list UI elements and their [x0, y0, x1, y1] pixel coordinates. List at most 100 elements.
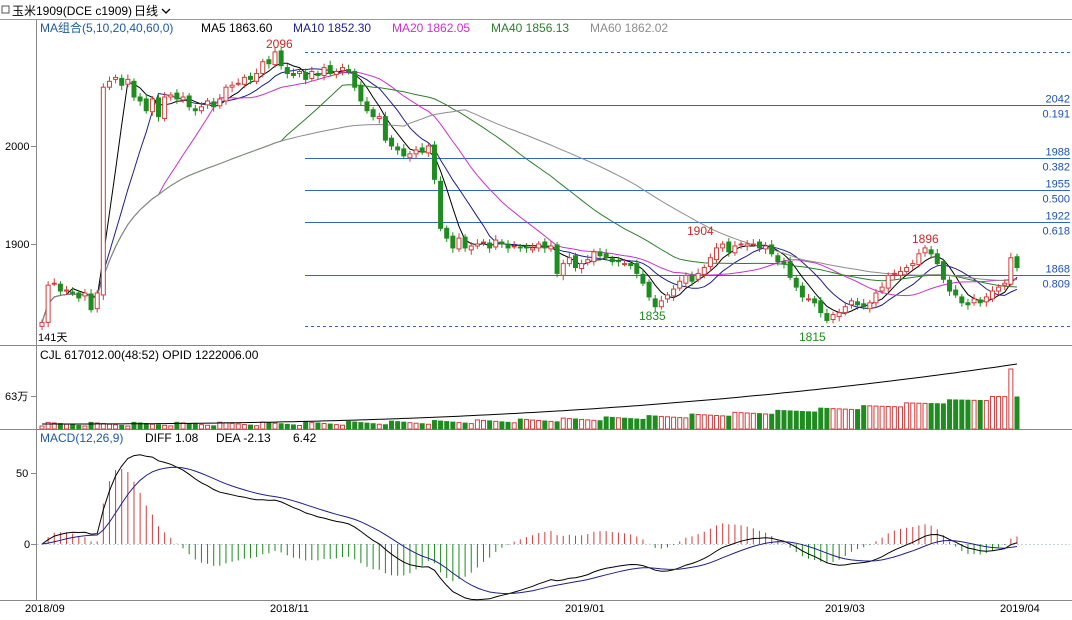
candle-up [168, 94, 174, 98]
candle-down [266, 59, 272, 65]
candle-down [634, 263, 640, 274]
volume-bar [922, 402, 928, 430]
candle-up [671, 288, 677, 297]
candle-down [303, 72, 309, 80]
volume-bar [965, 399, 971, 430]
candle-down [824, 313, 830, 321]
candle-down [505, 243, 511, 249]
candle-up [413, 149, 419, 155]
macd-legend: MACD(12,26,9) DIFF 1.08 DEA -2.13 6.42 [40, 431, 317, 445]
candle-up [714, 247, 720, 261]
macd-panel[interactable]: MACD(12,26,9) DIFF 1.08 DEA -2.13 6.42 50 0 [16, 431, 1070, 601]
volume-bar [192, 423, 198, 430]
symbol-label[interactable]: 玉米1909(DCE c1909) [12, 4, 132, 18]
candle-down [364, 101, 370, 112]
volume-bar [726, 415, 732, 430]
candle-up [425, 145, 431, 154]
volume-bar [1008, 368, 1014, 430]
candle-up [94, 292, 100, 310]
volume-bar [468, 423, 474, 430]
volume-bar [235, 423, 241, 430]
volume-bar [51, 422, 57, 430]
candle-down [787, 261, 793, 278]
candle-up [530, 247, 536, 251]
volume-bar [113, 424, 119, 430]
candle-down [395, 146, 401, 151]
fibonacci-levels: 2042 0.191 1988 0.382 1955 0.500 1922 0.618 1868… [305, 94, 1070, 291]
macd-y-tick-0: 0 [24, 539, 30, 551]
candle-up [664, 294, 670, 300]
volume-y-tick: 63万 [5, 391, 28, 403]
candle-down [947, 279, 953, 292]
candle-down [499, 241, 505, 245]
period-label[interactable]: 日线 [134, 4, 158, 18]
candle-up [879, 286, 885, 292]
candle-up [39, 321, 45, 327]
candle-down [977, 299, 983, 304]
volume-bar [254, 425, 260, 430]
volume-bar [897, 406, 903, 430]
candle-up [677, 280, 683, 289]
candle-down [174, 92, 180, 100]
volume-bar [278, 423, 284, 430]
volume-bar [566, 418, 572, 430]
volume-bar [536, 419, 542, 430]
volume-bar [855, 409, 861, 430]
volume-panel[interactable]: CJL 617012.00(48:52) OPID 1222006.00 63万 [5, 348, 1020, 430]
candle-down [247, 75, 253, 80]
x-label-2018-11: 2018/11 [270, 603, 309, 615]
fib-price-label: 1988 [1046, 147, 1070, 159]
volume-bar [376, 423, 382, 430]
candle-down [57, 283, 63, 292]
candle-up [309, 71, 315, 79]
volume-bar [462, 422, 468, 430]
volume-bar [125, 425, 131, 430]
x-label-2019-03: 2019/03 [825, 603, 865, 615]
volume-bar [664, 416, 670, 430]
volume-bar [579, 418, 585, 430]
volume-bar [560, 417, 566, 430]
volume-bar [205, 424, 211, 430]
candle-up [983, 296, 989, 303]
candle-up [585, 259, 591, 264]
volume-bar [370, 423, 376, 430]
candle-down [965, 302, 971, 306]
volume-bar [732, 411, 738, 430]
volume-bar [793, 410, 799, 430]
candle-down [726, 241, 732, 253]
candle-up [806, 298, 812, 301]
volume-bar [333, 424, 339, 430]
candle-down [419, 147, 425, 153]
volume-bar [241, 424, 247, 430]
main-price-panel[interactable]: MA组合(5,10,20,40,60,0) MA5 1863.60 MA10 185… [0, 20, 1072, 601]
ma-legend-item: MA20 1862.05 [392, 21, 470, 35]
fib-ratio-label: 0.191 [1042, 109, 1070, 121]
candle-down [928, 249, 934, 255]
volume-bar [959, 399, 965, 430]
candle-up [989, 290, 995, 300]
candle-up [836, 312, 842, 318]
volume-bar [622, 417, 628, 430]
candle-up [180, 96, 186, 101]
volume-bar [1002, 396, 1008, 430]
candle-down [358, 84, 364, 102]
candle-down [327, 65, 333, 74]
candle-up [658, 300, 664, 308]
volume-bar [444, 421, 450, 430]
volume-bar [64, 423, 70, 430]
volume-bar [260, 421, 266, 430]
open-interest-line [42, 363, 1018, 425]
volume-bar [597, 420, 603, 430]
candle-up [763, 245, 769, 250]
volume-bar [609, 416, 615, 430]
chevron-down-icon[interactable] [161, 8, 171, 14]
volume-bar [934, 403, 940, 430]
ma5-line [41, 62, 1018, 323]
volume-bar [315, 422, 321, 430]
candle-up [738, 243, 744, 246]
candle-up [536, 243, 542, 249]
volume-bar [100, 423, 106, 430]
square-checkbox-icon[interactable] [1, 5, 10, 14]
volume-bar [217, 421, 223, 430]
